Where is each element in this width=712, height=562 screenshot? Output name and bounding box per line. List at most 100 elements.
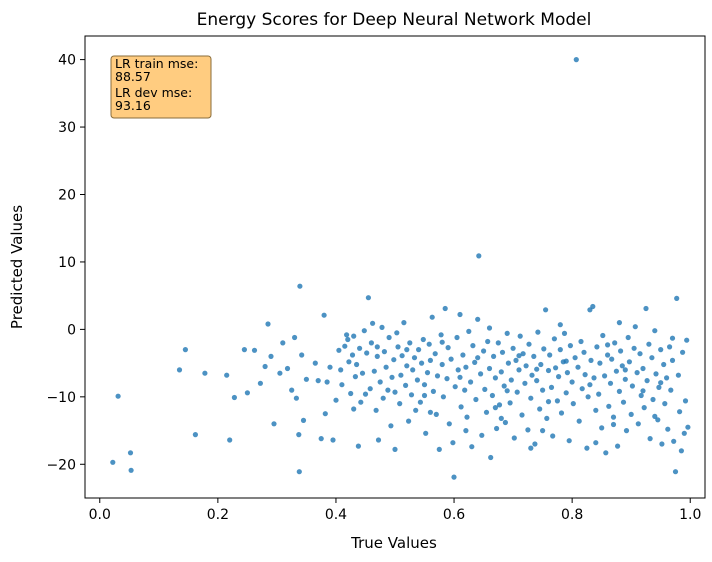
data-point	[540, 387, 546, 393]
data-point	[584, 445, 590, 451]
data-point	[489, 392, 495, 399]
data-point	[349, 352, 356, 358]
data-point	[374, 344, 380, 350]
data-point	[339, 382, 345, 388]
data-point	[361, 328, 367, 334]
data-point	[508, 377, 514, 383]
data-point	[365, 295, 371, 301]
data-point	[520, 351, 526, 357]
data-point	[399, 353, 405, 359]
data-point	[348, 390, 354, 397]
data-point	[596, 391, 602, 397]
data-point	[433, 411, 439, 417]
data-point	[327, 364, 333, 370]
data-point	[664, 375, 670, 381]
data-point	[671, 438, 677, 444]
data-point	[265, 321, 271, 327]
data-point	[446, 421, 452, 427]
data-point	[452, 384, 458, 390]
data-point	[296, 469, 302, 475]
data-point	[297, 283, 303, 289]
data-point	[616, 320, 623, 326]
data-point	[463, 428, 469, 434]
data-point	[300, 417, 307, 423]
data-point	[410, 367, 416, 373]
data-point	[640, 365, 646, 372]
data-point	[491, 353, 497, 359]
data-point	[416, 347, 422, 353]
data-point	[404, 363, 410, 369]
data-point	[494, 425, 500, 432]
data-point	[609, 356, 615, 362]
data-point	[545, 367, 552, 374]
data-point	[391, 357, 397, 363]
x-tick-label: 0.0	[89, 507, 111, 523]
data-point	[354, 361, 360, 368]
data-point	[413, 407, 419, 413]
data-point	[543, 307, 549, 313]
data-point	[575, 364, 581, 370]
data-point	[677, 409, 683, 415]
data-point	[640, 388, 646, 394]
data-point	[344, 332, 350, 338]
data-point	[674, 295, 680, 301]
data-point	[419, 360, 425, 366]
data-point	[371, 368, 377, 374]
data-point	[563, 390, 569, 396]
data-point	[364, 350, 370, 356]
data-point	[534, 366, 540, 372]
data-point	[475, 355, 481, 361]
chart-title: Energy Scores for Deep Neural Network Mo…	[197, 10, 592, 30]
data-point	[658, 347, 664, 353]
data-point	[622, 367, 628, 373]
y-tick-label: 20	[58, 187, 76, 203]
data-point	[675, 372, 682, 378]
y-axis-label: Predicted Values	[8, 205, 26, 329]
data-point	[375, 437, 382, 443]
data-point	[408, 392, 415, 398]
data-point	[502, 419, 508, 426]
data-point	[505, 360, 511, 366]
data-point	[324, 379, 330, 385]
data-point	[606, 403, 612, 409]
data-point	[463, 364, 469, 370]
data-point	[631, 345, 637, 351]
data-point	[659, 441, 665, 447]
data-point	[681, 430, 687, 436]
data-point	[392, 389, 398, 395]
data-point	[541, 346, 547, 352]
data-point	[668, 387, 674, 393]
data-point	[669, 357, 676, 363]
data-point	[373, 407, 379, 413]
data-point	[678, 448, 685, 454]
data-point	[557, 322, 563, 328]
data-point	[553, 365, 559, 371]
data-point	[535, 329, 541, 335]
data-point	[567, 343, 574, 349]
data-point	[436, 446, 442, 452]
data-point	[566, 438, 572, 444]
data-point	[507, 400, 513, 406]
data-point	[643, 305, 649, 312]
data-point	[593, 407, 599, 413]
data-point	[637, 351, 643, 357]
data-point	[192, 432, 198, 438]
data-point	[346, 359, 352, 365]
data-point	[439, 361, 445, 368]
data-point	[635, 421, 641, 427]
data-point	[646, 341, 652, 347]
data-point	[650, 396, 656, 403]
data-point	[432, 351, 438, 357]
data-point	[647, 436, 653, 442]
data-point	[652, 328, 658, 334]
data-point	[582, 372, 588, 378]
data-point	[603, 450, 609, 456]
data-point	[479, 432, 485, 438]
data-point	[421, 382, 428, 388]
data-point	[516, 353, 522, 359]
data-point	[468, 379, 474, 385]
data-point	[557, 347, 563, 353]
data-point	[538, 361, 544, 368]
x-axis-label: True Values	[350, 534, 437, 552]
